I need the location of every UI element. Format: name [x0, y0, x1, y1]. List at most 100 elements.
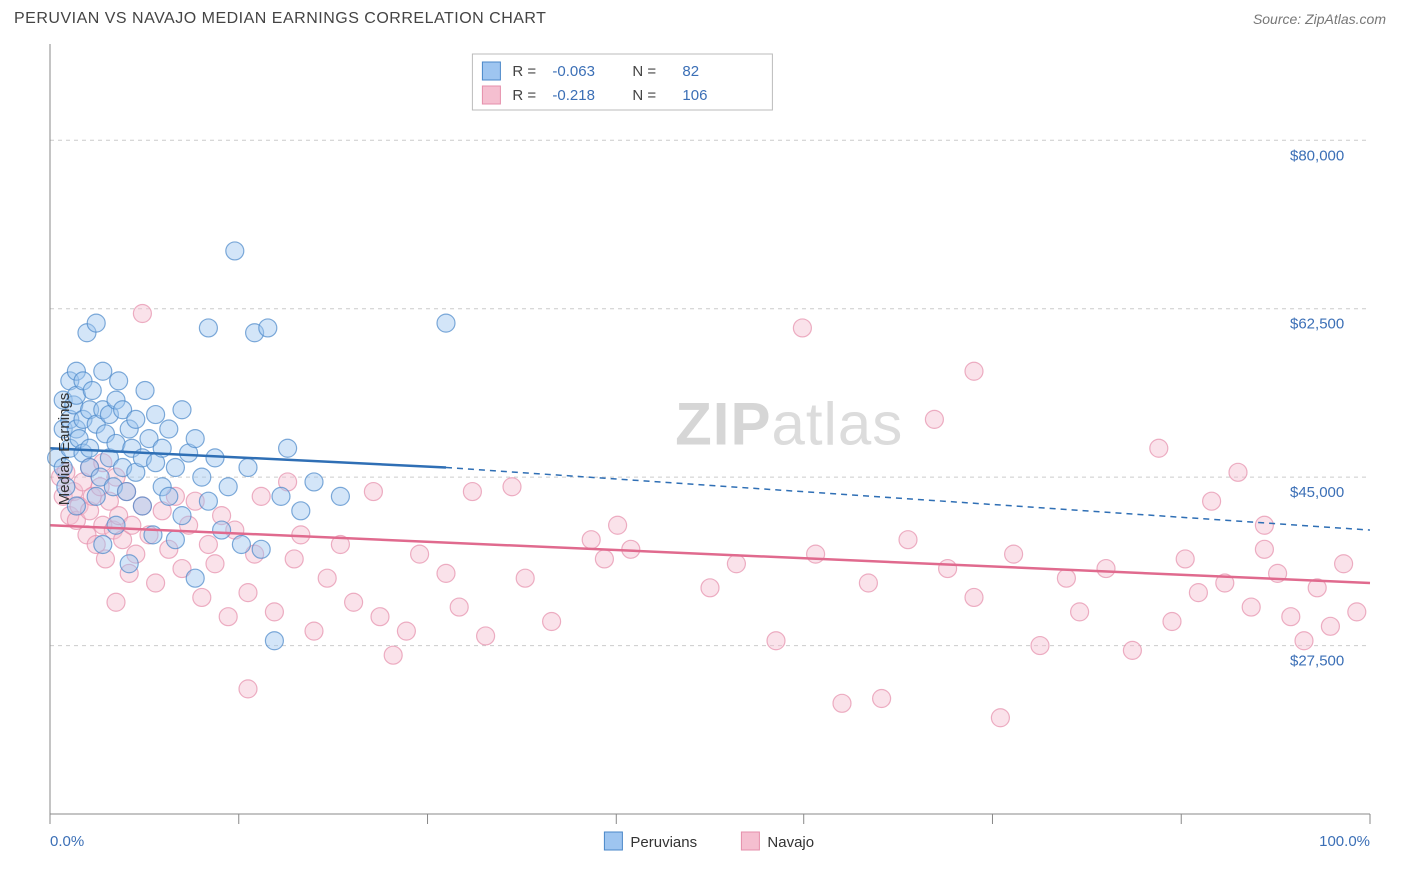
scatter-point — [1282, 608, 1300, 626]
legend-swatch — [741, 832, 759, 850]
scatter-point — [1321, 617, 1339, 635]
y-tick-label: $27,500 — [1290, 653, 1344, 670]
scatter-point — [925, 410, 943, 428]
scatter-point — [136, 382, 154, 400]
correlation-scatter-chart: $27,500$45,000$62,500$80,000ZIPatlas0.0%… — [0, 34, 1406, 864]
scatter-point — [160, 420, 178, 438]
scatter-point — [450, 598, 468, 616]
y-tick-label: $45,000 — [1290, 484, 1344, 501]
scatter-point — [727, 555, 745, 573]
scatter-point — [345, 593, 363, 611]
scatter-point — [83, 382, 101, 400]
scatter-point — [1189, 584, 1207, 602]
scatter-point — [87, 487, 105, 505]
scatter-point — [199, 492, 217, 510]
scatter-point — [1057, 569, 1075, 587]
scatter-point — [118, 483, 136, 501]
scatter-point — [133, 305, 151, 323]
scatter-point — [239, 584, 257, 602]
stats-r-value: -0.218 — [552, 87, 595, 104]
scatter-point — [899, 531, 917, 549]
scatter-point — [265, 632, 283, 650]
scatter-point — [81, 439, 99, 457]
scatter-point — [226, 242, 244, 260]
scatter-point — [133, 497, 151, 515]
scatter-point — [1295, 632, 1313, 650]
scatter-point — [173, 507, 191, 525]
scatter-point — [1071, 603, 1089, 621]
scatter-point — [166, 459, 184, 477]
scatter-point — [87, 314, 105, 332]
scatter-point — [364, 483, 382, 501]
scatter-point — [127, 410, 145, 428]
stats-swatch — [482, 62, 500, 80]
scatter-point — [516, 569, 534, 587]
scatter-point — [965, 588, 983, 606]
scatter-point — [1203, 492, 1221, 510]
scatter-point — [1348, 603, 1366, 621]
scatter-point — [107, 516, 125, 534]
scatter-point — [219, 478, 237, 496]
scatter-point — [107, 434, 125, 452]
scatter-point — [206, 449, 224, 467]
stats-n-value: 106 — [682, 87, 707, 104]
source-attribution: Source: ZipAtlas.com — [1253, 11, 1386, 27]
stats-r-label: R = — [512, 87, 536, 104]
watermark: ZIPatlas — [675, 390, 903, 457]
scatter-point — [543, 613, 561, 631]
scatter-point — [193, 588, 211, 606]
scatter-point — [166, 531, 184, 549]
scatter-point — [147, 574, 165, 592]
scatter-point — [463, 483, 481, 501]
x-tick-label: 100.0% — [1319, 833, 1370, 850]
scatter-point — [120, 555, 138, 573]
scatter-point — [582, 531, 600, 549]
scatter-point — [252, 487, 270, 505]
legend-label: Peruvians — [630, 834, 697, 851]
scatter-point — [1097, 560, 1115, 578]
scatter-point — [701, 579, 719, 597]
scatter-point — [94, 536, 112, 554]
scatter-point — [110, 372, 128, 390]
scatter-point — [1255, 516, 1273, 534]
stats-n-label: N = — [632, 87, 656, 104]
scatter-point — [199, 319, 217, 337]
legend-swatch — [604, 832, 622, 850]
scatter-point — [477, 627, 495, 645]
scatter-point — [186, 430, 204, 448]
scatter-point — [1150, 439, 1168, 457]
scatter-point — [807, 545, 825, 563]
scatter-point — [213, 521, 231, 539]
scatter-point — [397, 622, 415, 640]
scatter-point — [437, 564, 455, 582]
scatter-point — [595, 550, 613, 568]
scatter-point — [285, 550, 303, 568]
scatter-point — [318, 569, 336, 587]
scatter-point — [965, 362, 983, 380]
scatter-point — [292, 502, 310, 520]
scatter-point — [94, 362, 112, 380]
chart-title: PERUVIAN VS NAVAJO MEDIAN EARNINGS CORRE… — [14, 10, 546, 28]
scatter-point — [1163, 613, 1181, 631]
scatter-point — [609, 516, 627, 534]
scatter-point — [305, 473, 323, 491]
scatter-point — [1335, 555, 1353, 573]
stats-r-value: -0.063 — [552, 63, 595, 80]
scatter-point — [173, 401, 191, 419]
scatter-point — [239, 459, 257, 477]
scatter-point — [232, 536, 250, 554]
scatter-point — [767, 632, 785, 650]
scatter-point — [147, 406, 165, 424]
stats-swatch — [482, 86, 500, 104]
scatter-point — [1255, 540, 1273, 558]
scatter-point — [259, 319, 277, 337]
scatter-point — [186, 569, 204, 587]
scatter-point — [371, 608, 389, 626]
x-tick-label: 0.0% — [50, 833, 84, 850]
scatter-point — [160, 487, 178, 505]
scatter-point — [411, 545, 429, 563]
scatter-point — [939, 560, 957, 578]
scatter-point — [384, 646, 402, 664]
scatter-point — [437, 314, 455, 332]
scatter-point — [1176, 550, 1194, 568]
